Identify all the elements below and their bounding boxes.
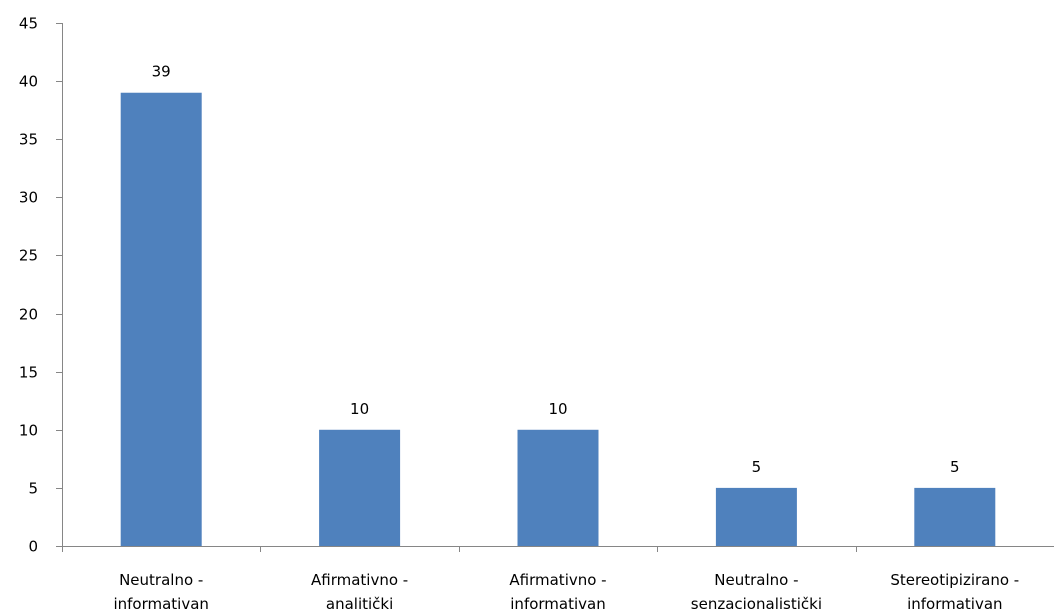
bar-value-label: 10	[548, 400, 567, 418]
bar-value-label: 5	[752, 458, 762, 476]
bar-value-label: 39	[152, 63, 171, 81]
category-label: analitički	[326, 595, 393, 613]
bar	[715, 487, 797, 546]
category-label: senzacionalistički	[691, 595, 822, 613]
category-labels: Neutralno - informativan Afirmativno - anal…	[113, 571, 1019, 613]
y-tick-label: 45	[19, 15, 38, 33]
y-tick-label: 35	[19, 131, 38, 149]
y-tick-label: 30	[19, 189, 38, 207]
y-tick-label: 40	[19, 73, 38, 91]
y-tick-label: 25	[19, 247, 38, 265]
bar	[914, 487, 996, 546]
bar	[517, 429, 599, 546]
category-label: Afirmativno -	[311, 571, 408, 589]
category-label: informativan	[510, 595, 605, 613]
y-axis: 0 5 10 15 20 25 30 35 40 45	[19, 15, 63, 556]
category-label: Stereotipizirano -	[890, 571, 1019, 589]
x-axis	[62, 546, 1054, 552]
y-tick-label: 20	[19, 306, 38, 324]
bar-value-label: 10	[350, 400, 369, 418]
bar-value-label: 5	[950, 458, 960, 476]
category-label: informativan	[113, 595, 208, 613]
bar	[120, 92, 202, 546]
y-tick-label: 5	[28, 480, 38, 498]
bars	[120, 92, 996, 546]
category-label: Neutralno -	[714, 571, 798, 589]
category-label: Neutralno -	[119, 571, 203, 589]
y-tick-label: 15	[19, 364, 38, 382]
category-label: informativan	[907, 595, 1002, 613]
data-labels: 39 10 10 5 5	[152, 63, 960, 476]
category-label: Afirmativno -	[509, 571, 606, 589]
y-tick-label: 0	[28, 538, 38, 556]
y-tick-label: 10	[19, 422, 38, 440]
bar	[319, 429, 401, 546]
